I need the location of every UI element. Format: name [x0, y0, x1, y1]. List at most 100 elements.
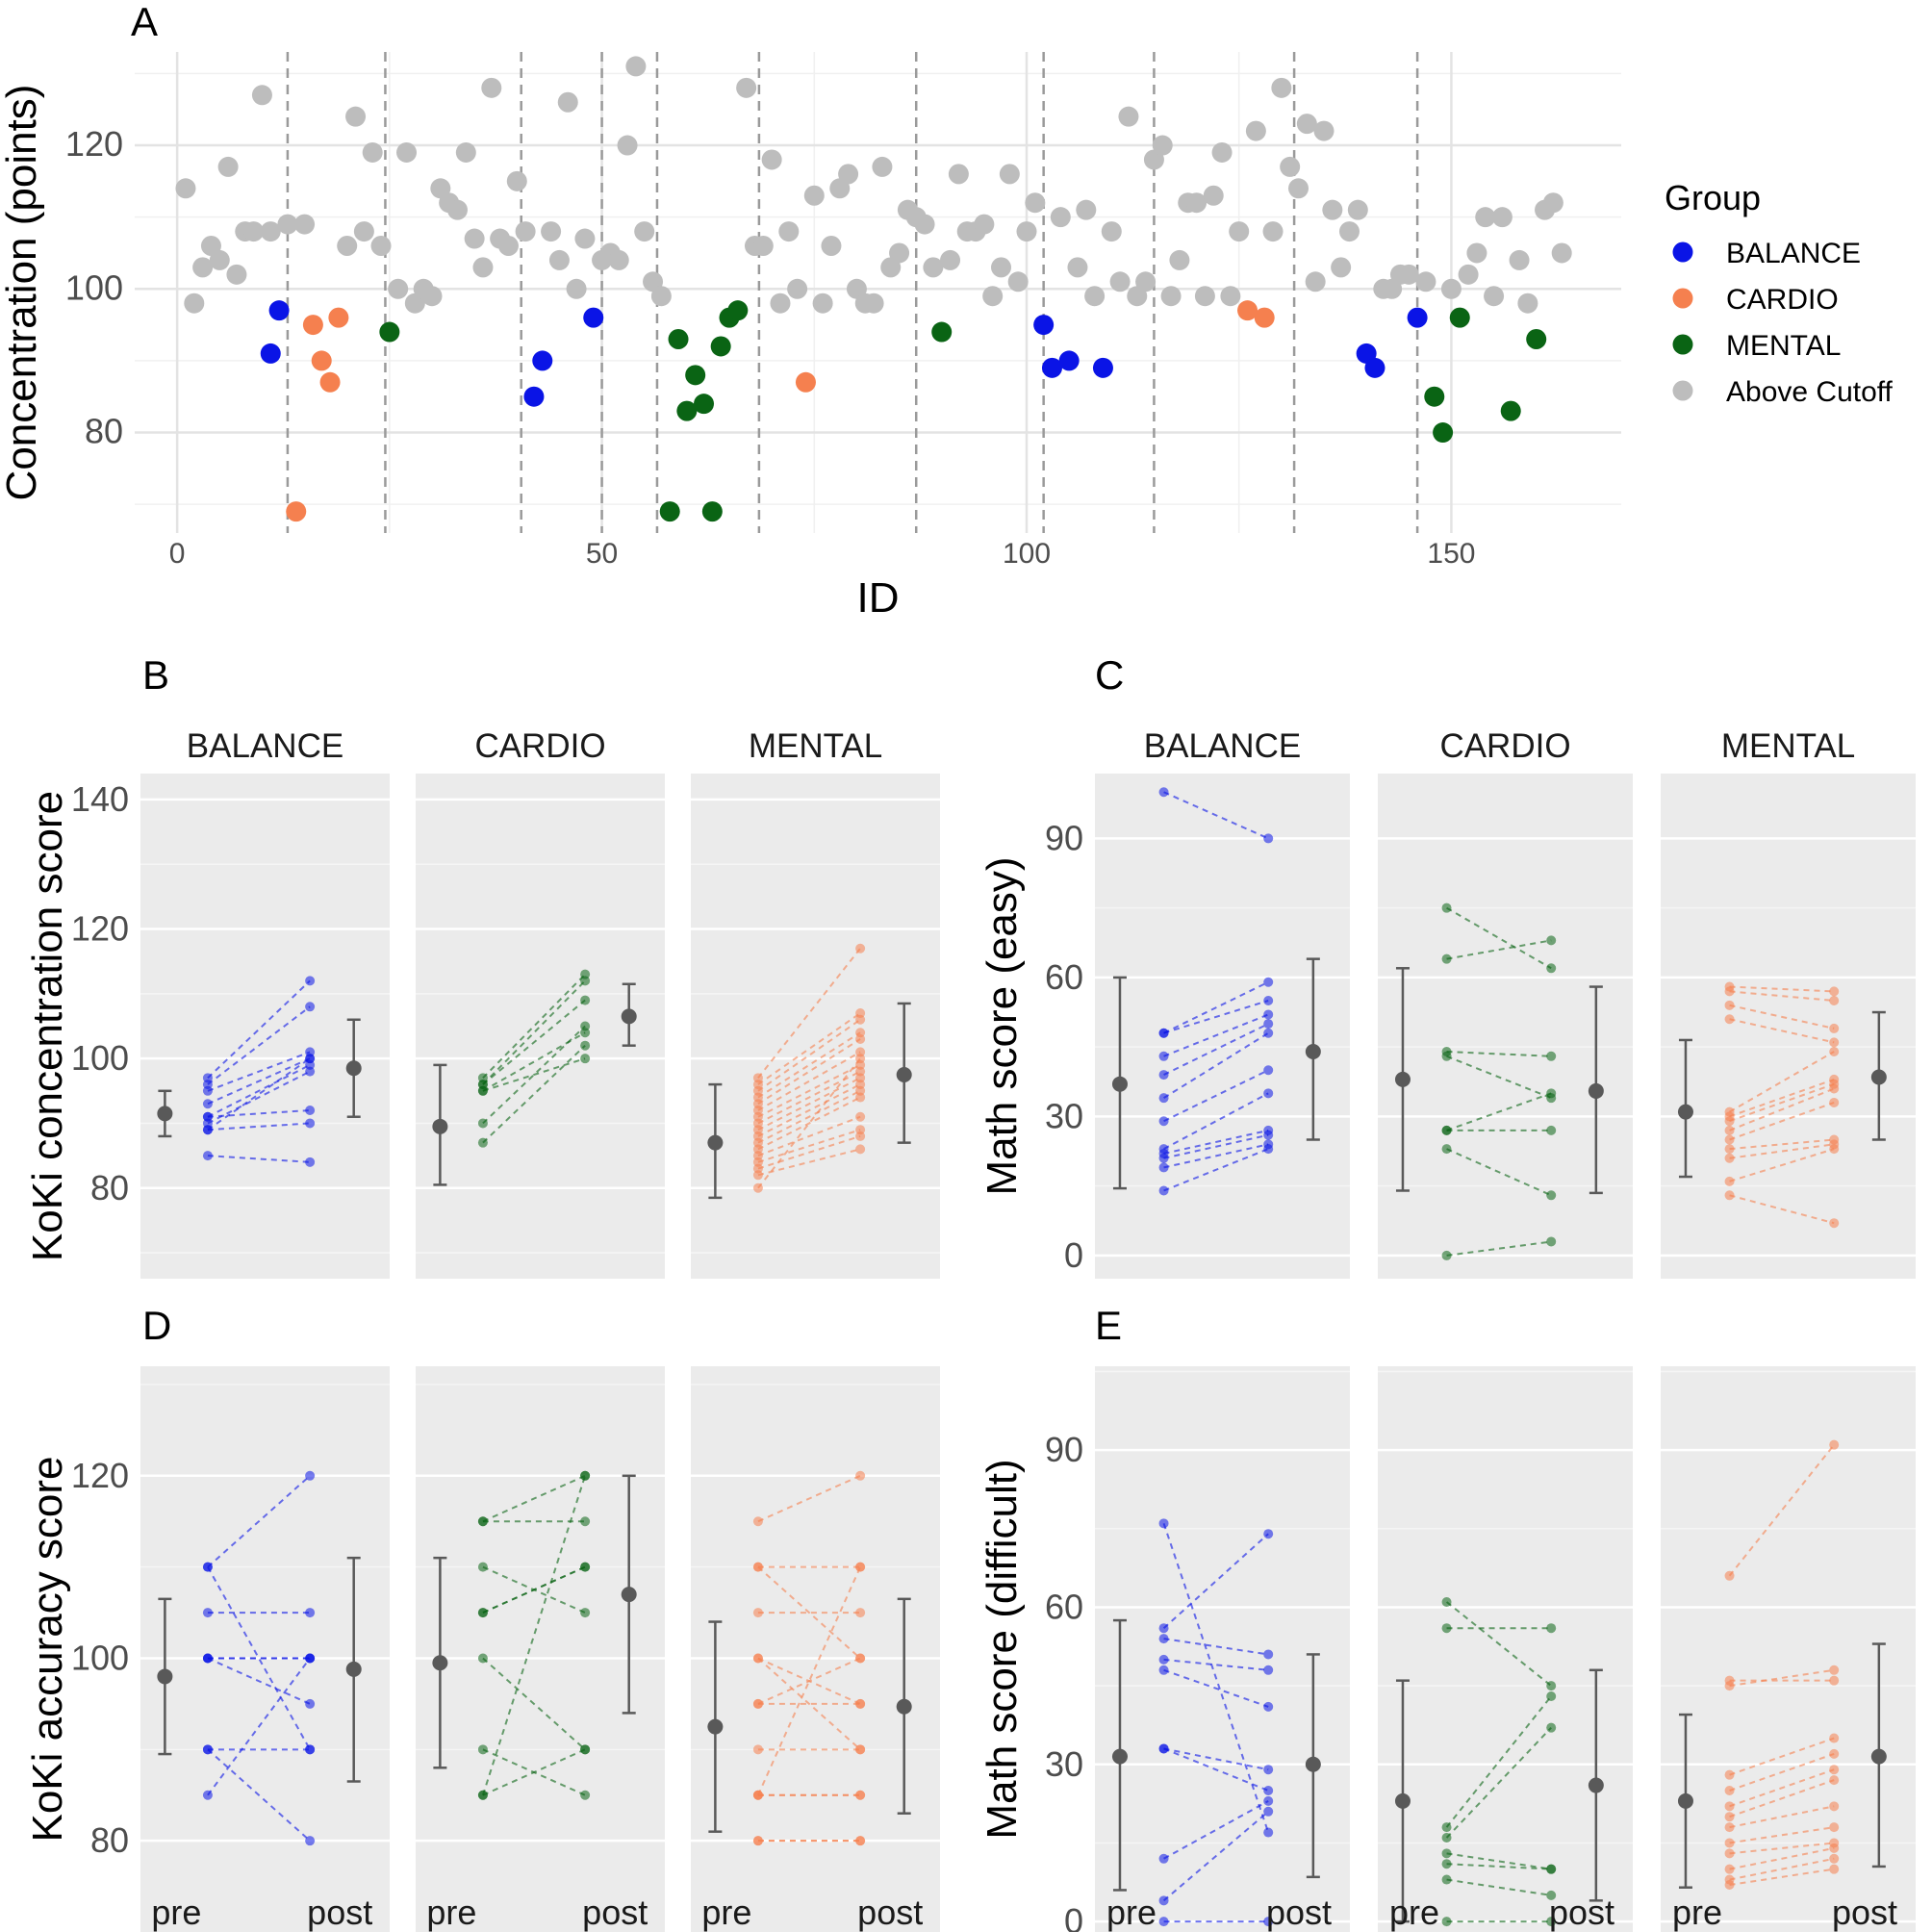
- pair-line: [1163, 1143, 1269, 1169]
- legend-label-balance: BALANCE: [1726, 238, 1861, 269]
- point-cardio: [795, 371, 816, 393]
- point-above-cutoff: [1203, 185, 1224, 206]
- x-label-post: post: [1266, 1893, 1332, 1932]
- mean-point-pre: [1111, 1076, 1128, 1092]
- point-above-cutoff: [362, 141, 383, 163]
- point-above-cutoff: [1280, 156, 1301, 177]
- pair-line: [757, 1089, 861, 1144]
- point-above-cutoff: [464, 228, 485, 249]
- point-cardio: [328, 307, 349, 328]
- legend-title: Group: [1665, 178, 1761, 217]
- pre-point: [752, 1790, 763, 1800]
- pair-line: [1446, 1852, 1552, 1870]
- panel-d-accuracy: KoKi accuracy score 80 100 120 pre post pre pos…: [24, 1366, 940, 1932]
- pair-line: [1729, 1737, 1835, 1776]
- point-above-cutoff: [736, 77, 757, 98]
- point-above-cutoff: [184, 292, 205, 314]
- pre-point: [202, 1744, 213, 1755]
- point-above-cutoff: [1211, 141, 1233, 163]
- pre-point: [1441, 953, 1452, 964]
- point-cardio: [286, 501, 307, 522]
- pre-point: [1724, 986, 1735, 997]
- legend-key-mental: [1672, 334, 1693, 355]
- pair-line: [757, 1657, 861, 1705]
- pair-line: [482, 1044, 586, 1144]
- pair-line: [1729, 1102, 1835, 1141]
- pair-line: [482, 973, 586, 1080]
- point-above-cutoff: [1466, 242, 1487, 264]
- point-balance: [532, 350, 553, 371]
- post-point: [1829, 1775, 1840, 1786]
- point-above-cutoff: [557, 91, 578, 113]
- pair-line: [1163, 1638, 1269, 1656]
- x-tick-label: 100: [1003, 538, 1051, 570]
- facet-background: [691, 1366, 940, 1932]
- x-label-pre: pre: [426, 1893, 476, 1932]
- pre-point: [1441, 1144, 1452, 1155]
- facet-background: [416, 774, 665, 1279]
- pair-line: [1729, 1826, 1835, 1844]
- point-above-cutoff: [1050, 207, 1071, 228]
- x-label-post: post: [307, 1893, 372, 1932]
- post-point: [580, 1516, 591, 1527]
- point-above-cutoff: [1135, 271, 1157, 292]
- point-above-cutoff: [506, 170, 527, 191]
- pair-line: [1163, 791, 1269, 840]
- point-above-cutoff: [1415, 271, 1436, 292]
- mean-point-pre: [1111, 1748, 1128, 1765]
- pre-point: [1158, 1028, 1169, 1038]
- y-tick-label: 100: [65, 267, 123, 307]
- pre-point: [1724, 1864, 1735, 1874]
- point-above-cutoff: [634, 221, 655, 242]
- point-above-cutoff: [948, 164, 969, 185]
- pre-point: [752, 1653, 763, 1664]
- point-above-cutoff: [1331, 257, 1352, 278]
- pair-line: [1446, 906, 1552, 970]
- post-point: [1546, 935, 1557, 946]
- post-point: [305, 1054, 316, 1064]
- pre-point: [202, 1099, 213, 1109]
- point-mental: [1500, 400, 1521, 421]
- post-point: [580, 976, 591, 986]
- point-above-cutoff: [566, 278, 587, 299]
- mean-point-pre: [707, 1134, 724, 1151]
- point-mental: [931, 321, 953, 343]
- mean-point-post: [621, 1008, 637, 1025]
- point-above-cutoff: [770, 292, 791, 314]
- pre-point: [202, 1151, 213, 1161]
- pair-line: [1729, 990, 1835, 1003]
- pre-point: [752, 1516, 763, 1527]
- post-point: [1263, 1028, 1274, 1038]
- pair-line: [1729, 1194, 1835, 1225]
- pre-point: [752, 1698, 763, 1709]
- pair-line: [1729, 1004, 1835, 1030]
- pre-point: [752, 1562, 763, 1572]
- facet-background: [1378, 774, 1633, 1279]
- pair-line: [757, 1565, 861, 1660]
- facet-strip-label: BALANCE: [1144, 727, 1301, 765]
- facet-cardio: pre post: [1378, 1366, 1633, 1932]
- mean-point-pre: [1394, 1792, 1411, 1809]
- pair-line: [1729, 1868, 1835, 1886]
- pre-point: [1158, 1623, 1169, 1634]
- point-balance: [583, 307, 604, 328]
- post-point: [1263, 1144, 1274, 1155]
- pre-point: [477, 1653, 488, 1664]
- pair-line: [1729, 1087, 1835, 1131]
- point-above-cutoff: [515, 221, 536, 242]
- pair-line: [757, 1031, 861, 1099]
- post-point: [1829, 1864, 1840, 1874]
- y-tick-label: 140: [71, 779, 129, 819]
- mean-point-pre: [432, 1655, 448, 1671]
- point-above-cutoff: [1101, 221, 1122, 242]
- point-above-cutoff: [617, 135, 638, 156]
- point-above-cutoff: [914, 214, 935, 235]
- post-point: [855, 1470, 866, 1481]
- point-balance: [268, 300, 290, 321]
- legend-label-above-cutoff: Above Cutoff: [1726, 376, 1894, 408]
- point-above-cutoff: [1220, 286, 1241, 307]
- point-above-cutoff: [1262, 221, 1284, 242]
- pair-line: [1729, 1148, 1835, 1182]
- x-axis-title: ID: [857, 574, 900, 622]
